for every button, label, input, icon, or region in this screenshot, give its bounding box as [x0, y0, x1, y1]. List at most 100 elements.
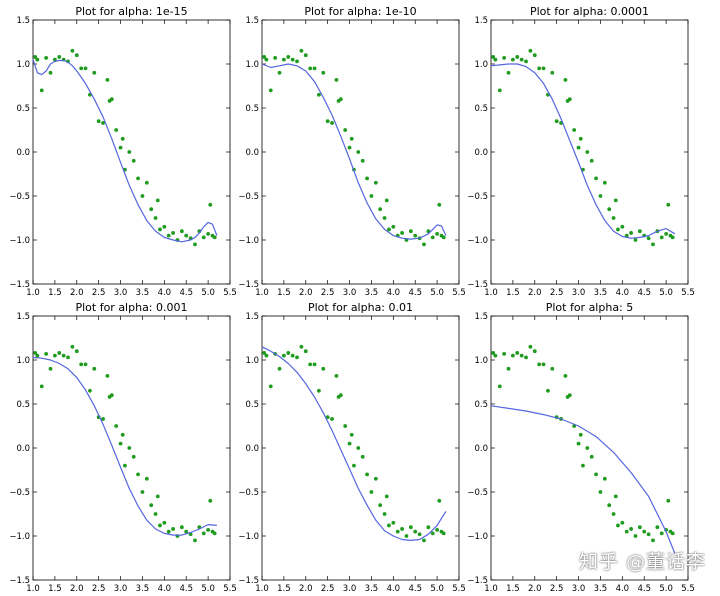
- y-tick-label: 0.0: [16, 444, 30, 454]
- data-point: [295, 59, 299, 64]
- x-tick-label: 3.0: [343, 584, 357, 594]
- x-tick-label: 2.0: [299, 584, 313, 594]
- data-point: [629, 527, 633, 531]
- data-point: [373, 476, 378, 481]
- y-tick-label: 0.5: [245, 400, 259, 410]
- data-point: [670, 235, 675, 240]
- data-point: [166, 529, 171, 534]
- data-point: [629, 231, 633, 235]
- data-point: [391, 520, 396, 525]
- data-point: [532, 349, 537, 354]
- subplot-3: Plot for alpha: 0.0001 1.0 1.5 2.0 2.5 3.0 3.5…: [467, 5, 694, 298]
- data-point: [378, 207, 383, 212]
- data-point: [166, 233, 171, 238]
- data-point: [290, 57, 295, 62]
- data-point: [422, 538, 426, 543]
- data-point: [541, 362, 546, 367]
- x-tick-label: 5.0: [430, 288, 444, 298]
- subplot-1: Plot for alpha: 1e-15 1.0 1.5 2.0 2.5 3.0 3.5 4…: [9, 5, 236, 298]
- subplot-2: Plot for alpha: 1e-10 1.0 1.5 2.0 2.5 3.0 3.5 4…: [238, 5, 465, 298]
- y-tick-label: 0.5: [245, 104, 259, 114]
- data-point: [281, 353, 286, 358]
- data-point: [365, 176, 369, 181]
- data-point: [312, 66, 317, 71]
- y-tick-label: 0.0: [245, 148, 259, 158]
- y-tick-label: 0.0: [16, 148, 30, 158]
- subplot-title: Plot for alpha: 0.01: [308, 301, 413, 314]
- data-point: [616, 227, 620, 232]
- data-point: [620, 520, 625, 525]
- x-tick-label: 4.5: [408, 584, 422, 594]
- x-tick-label: 1.0: [255, 288, 269, 298]
- data-point: [585, 446, 590, 450]
- data-point: [528, 48, 533, 53]
- data-point: [426, 525, 431, 530]
- data-point: [325, 119, 330, 124]
- y-tick-label: −0.5: [238, 192, 259, 202]
- y-tick-label: −1.0: [238, 532, 259, 542]
- x-tick-label: 5.5: [452, 584, 466, 594]
- data-point: [510, 353, 515, 358]
- data-point: [206, 231, 211, 236]
- y-tick-label: 0.0: [474, 444, 488, 454]
- data-point: [52, 353, 57, 358]
- data-point: [153, 216, 158, 220]
- data-point: [576, 441, 581, 446]
- data-point: [162, 520, 167, 525]
- data-point: [212, 235, 217, 240]
- data-point: [105, 77, 110, 82]
- y-tick-label: 1.5: [245, 312, 259, 322]
- data-point: [659, 531, 664, 536]
- data-point: [140, 194, 145, 198]
- data-point: [193, 538, 197, 543]
- data-point: [430, 531, 435, 536]
- data-point: [317, 388, 321, 393]
- x-tick-label: 3.5: [365, 584, 379, 594]
- data-point: [39, 384, 44, 389]
- x-tick-label: 1.5: [277, 288, 291, 298]
- data-point: [83, 362, 88, 367]
- data-point: [422, 242, 426, 247]
- data-point: [554, 119, 559, 124]
- data-point: [149, 503, 154, 508]
- data-point: [109, 393, 114, 398]
- subplot-5: Plot for alpha: 0.01 1.0 1.5 2.0 2.5 3.0 3.5 4.…: [238, 301, 465, 594]
- x-tick-label: 5.5: [452, 288, 466, 298]
- data-point: [208, 498, 213, 503]
- data-point: [369, 490, 374, 494]
- data-point: [144, 476, 149, 481]
- y-tick-label: 1.0: [245, 356, 259, 366]
- data-point: [44, 351, 49, 356]
- y-tick-label: −0.5: [467, 488, 488, 498]
- data-point: [299, 48, 304, 53]
- data-point: [563, 373, 568, 378]
- data-point: [136, 176, 140, 181]
- data-point: [594, 472, 598, 477]
- data-point: [664, 231, 669, 236]
- data-point: [33, 55, 38, 59]
- data-point: [581, 463, 585, 468]
- x-tick-label: 3.0: [114, 584, 128, 594]
- x-tick-label: 1.0: [255, 584, 269, 594]
- data-point: [277, 70, 282, 75]
- data-point: [637, 525, 642, 530]
- data-point: [384, 198, 389, 203]
- data-point: [57, 351, 62, 355]
- data-point: [118, 441, 123, 446]
- data-point: [334, 77, 339, 82]
- data-point: [417, 532, 422, 537]
- data-point: [546, 388, 550, 393]
- data-point: [598, 490, 603, 494]
- data-point: [131, 454, 136, 459]
- data-point: [550, 70, 555, 75]
- data-point: [114, 128, 119, 132]
- y-tick-label: −0.5: [238, 488, 259, 498]
- data-point: [491, 55, 496, 59]
- y-tick-label: −1.0: [467, 532, 488, 542]
- fit-curve: [32, 356, 217, 536]
- data-point: [670, 531, 675, 536]
- subplot-title: Plot for alpha: 5: [546, 301, 634, 314]
- data-point: [395, 529, 400, 534]
- y-tick-label: 0.0: [474, 148, 488, 158]
